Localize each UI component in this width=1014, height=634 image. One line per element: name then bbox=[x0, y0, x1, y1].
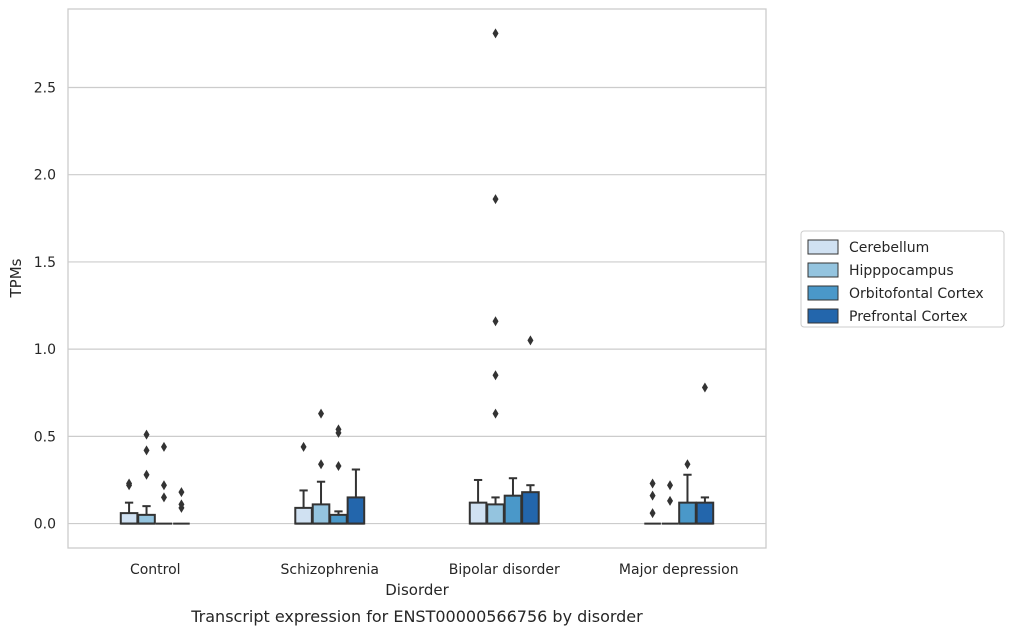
legend-swatch bbox=[807, 262, 839, 278]
x-tick-label-3: Major depression bbox=[619, 562, 739, 578]
x-axis-ticks: Control Schizophrenia Bipolar disorder Majo… bbox=[130, 562, 739, 578]
box-body bbox=[695, 501, 715, 525]
box-0-1 bbox=[137, 429, 156, 525]
legend-swatch bbox=[807, 239, 839, 255]
outlier-0 bbox=[667, 495, 674, 506]
box-body bbox=[486, 503, 505, 525]
outlier-2 bbox=[143, 429, 150, 440]
box-2-3 bbox=[521, 335, 540, 525]
legend-frame bbox=[800, 230, 1005, 328]
outlier-1 bbox=[143, 445, 150, 456]
outlier-1 bbox=[649, 490, 656, 501]
legend-label: Hipppocampus bbox=[849, 263, 954, 279]
outlier-2 bbox=[649, 478, 656, 489]
box-body bbox=[119, 512, 139, 525]
box-0-0 bbox=[119, 478, 139, 525]
outlier-0 bbox=[335, 461, 342, 472]
box-body bbox=[329, 513, 348, 525]
outlier-1 bbox=[318, 408, 325, 419]
box-body bbox=[521, 491, 540, 525]
box-0-3 bbox=[173, 487, 190, 525]
x-axis-label: Disorder bbox=[385, 581, 449, 599]
outlier-0 bbox=[300, 441, 307, 452]
box-3-1 bbox=[661, 480, 679, 525]
legend-label: Prefrontal Cortex bbox=[849, 309, 968, 325]
legend[interactable]: Cerebellum Hipppocampus Orbitofontal Corte… bbox=[800, 230, 1005, 328]
outlier-0 bbox=[318, 459, 325, 470]
figure-caption: Transcript expression for ENST0000056675… bbox=[190, 607, 643, 626]
outlier-4 bbox=[492, 28, 499, 39]
y-tick-label-0: 0.0 bbox=[34, 517, 56, 533]
outlier-0 bbox=[143, 469, 150, 480]
y-tick-label-1: 0.5 bbox=[34, 429, 56, 445]
outlier-0 bbox=[649, 508, 656, 519]
outlier-0 bbox=[527, 335, 534, 346]
box-body bbox=[678, 501, 697, 525]
legend-label: Cerebellum bbox=[849, 240, 929, 256]
outlier-2 bbox=[160, 441, 167, 452]
box-body bbox=[503, 494, 523, 525]
outlier-0 bbox=[492, 408, 499, 419]
legend-item-0[interactable]: Cerebellum bbox=[807, 239, 929, 256]
box-2-1 bbox=[486, 28, 505, 525]
outlier-2 bbox=[178, 487, 185, 498]
y-tick-label-3: 1.5 bbox=[34, 255, 56, 271]
box-1-3 bbox=[346, 468, 366, 525]
legend-label: Orbitofontal Cortex bbox=[849, 286, 984, 302]
x-tick-label-2: Bipolar disorder bbox=[449, 562, 560, 578]
y-tick-label-2: 1.0 bbox=[34, 342, 56, 358]
boxes bbox=[119, 28, 715, 525]
box-2-0 bbox=[468, 478, 488, 525]
box-body bbox=[311, 503, 331, 525]
legend-swatch bbox=[807, 285, 839, 301]
gridlines bbox=[68, 86, 766, 525]
box-body bbox=[346, 496, 366, 525]
legend-item-2[interactable]: Orbitofontal Cortex bbox=[807, 285, 984, 302]
box-1-1 bbox=[311, 408, 331, 525]
box-3-0 bbox=[644, 478, 661, 525]
y-axis-label: TPMs bbox=[7, 258, 25, 298]
outlier-3 bbox=[492, 194, 499, 205]
box-1-0 bbox=[294, 441, 313, 525]
box-0-2 bbox=[155, 441, 173, 525]
legend-swatch bbox=[807, 308, 839, 324]
box-body bbox=[137, 513, 156, 525]
y-tick-label-5: 2.5 bbox=[34, 80, 56, 96]
plot-frame bbox=[67, 8, 767, 549]
box-3-3 bbox=[695, 382, 715, 525]
outlier-0 bbox=[701, 382, 708, 393]
outlier-1 bbox=[126, 478, 133, 489]
box-2-2 bbox=[503, 477, 523, 525]
outlier-1 bbox=[178, 499, 185, 510]
box-body bbox=[468, 501, 488, 525]
x-tick-label-1: Schizophrenia bbox=[281, 562, 379, 578]
y-axis-ticks: 0.0 0.5 1.0 1.5 2.0 2.5 bbox=[34, 80, 56, 532]
outlier-0 bbox=[160, 492, 167, 503]
outlier-0 bbox=[684, 459, 691, 470]
outlier-2 bbox=[335, 424, 342, 435]
box-3-2 bbox=[678, 459, 697, 525]
outlier-1 bbox=[492, 370, 499, 381]
y-tick-label-4: 2.0 bbox=[34, 168, 56, 184]
outlier-1 bbox=[160, 480, 167, 491]
box-1-2 bbox=[329, 424, 348, 525]
x-tick-label-0: Control bbox=[130, 562, 181, 578]
outlier-2 bbox=[492, 316, 499, 327]
outlier-1 bbox=[667, 480, 674, 491]
legend-item-1[interactable]: Hipppocampus bbox=[807, 262, 954, 279]
legend-item-3[interactable]: Prefrontal Cortex bbox=[807, 308, 968, 325]
box-body bbox=[294, 506, 313, 525]
